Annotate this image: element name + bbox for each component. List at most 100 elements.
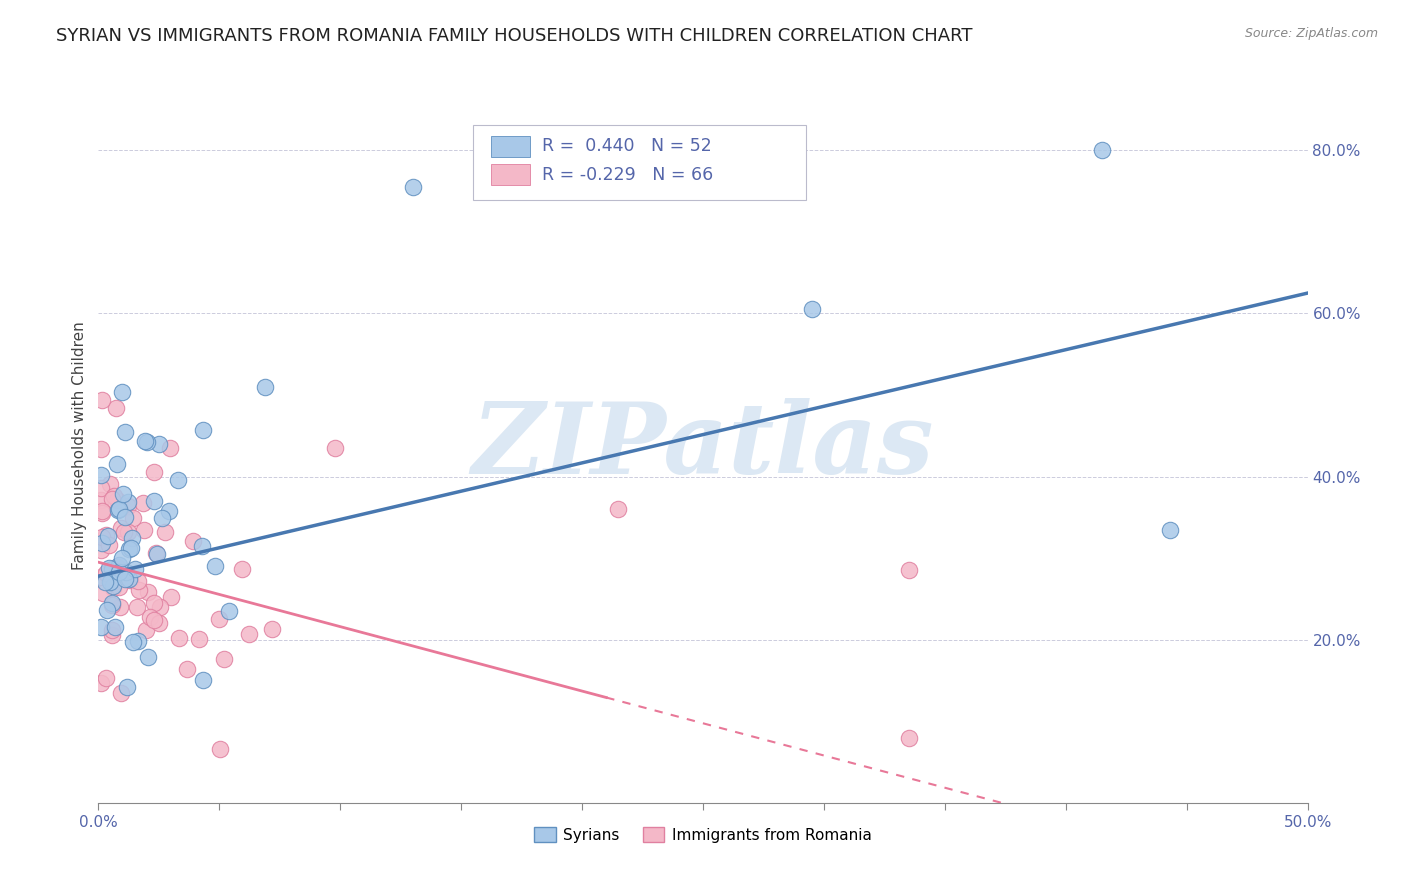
Point xyxy=(148,616,170,631)
Point xyxy=(231,562,253,576)
Point xyxy=(121,511,143,525)
Point xyxy=(114,425,136,440)
Point xyxy=(96,566,118,580)
Point xyxy=(93,574,115,589)
Point xyxy=(98,575,121,590)
Point xyxy=(135,435,157,450)
Point xyxy=(166,473,188,487)
Point xyxy=(110,551,132,566)
Point xyxy=(176,662,198,676)
Point xyxy=(90,481,112,495)
Point xyxy=(91,506,114,520)
Point xyxy=(142,494,165,508)
Point xyxy=(118,541,141,556)
Point xyxy=(111,384,134,399)
Point xyxy=(157,503,180,517)
Point xyxy=(105,493,128,508)
Point xyxy=(90,392,112,407)
Point xyxy=(91,530,114,544)
Point xyxy=(108,581,131,595)
Point xyxy=(262,623,284,637)
Point xyxy=(104,620,127,634)
Point xyxy=(800,302,823,317)
FancyBboxPatch shape xyxy=(474,125,806,200)
Point xyxy=(218,604,240,618)
Legend: Syrians, Immigrants from Romania: Syrians, Immigrants from Romania xyxy=(529,821,877,848)
Point xyxy=(93,586,115,600)
Point xyxy=(238,627,260,641)
Point xyxy=(90,543,112,558)
Point xyxy=(148,437,170,451)
Point xyxy=(111,487,134,501)
Point xyxy=(90,467,112,482)
Point xyxy=(108,558,131,572)
Point xyxy=(190,539,212,553)
Point xyxy=(181,534,204,549)
Point xyxy=(107,502,129,516)
Point xyxy=(101,567,124,582)
Point xyxy=(90,503,112,517)
Point xyxy=(132,524,155,538)
Point xyxy=(150,511,173,525)
Point xyxy=(101,581,124,595)
Point xyxy=(153,524,176,539)
Point xyxy=(117,524,139,539)
Point xyxy=(94,671,117,685)
Point xyxy=(146,547,169,561)
Point xyxy=(169,631,191,645)
Point xyxy=(98,476,121,491)
Point xyxy=(101,491,124,506)
Point xyxy=(90,442,112,457)
Point xyxy=(101,624,124,638)
Point xyxy=(139,609,162,624)
Point xyxy=(191,424,214,438)
Point xyxy=(897,731,920,745)
Point xyxy=(121,531,143,545)
Point xyxy=(208,612,231,626)
Point xyxy=(132,496,155,510)
Point xyxy=(122,634,145,648)
FancyBboxPatch shape xyxy=(492,164,530,186)
Point xyxy=(214,652,236,666)
Point xyxy=(101,562,124,576)
Text: Source: ZipAtlas.com: Source: ZipAtlas.com xyxy=(1244,27,1378,40)
Point xyxy=(128,583,150,598)
Point xyxy=(100,598,122,612)
Point xyxy=(127,634,149,648)
Point xyxy=(110,686,132,700)
Point xyxy=(105,560,128,574)
Point xyxy=(402,180,425,194)
Point xyxy=(142,596,165,610)
Point xyxy=(107,566,129,580)
Point xyxy=(1091,144,1114,158)
Point xyxy=(107,503,129,517)
Point xyxy=(897,563,920,577)
Point xyxy=(159,441,181,455)
Point xyxy=(96,603,118,617)
Point xyxy=(118,573,141,587)
Text: R = -0.229   N = 66: R = -0.229 N = 66 xyxy=(543,166,713,184)
Point xyxy=(135,623,157,637)
Point xyxy=(103,489,125,503)
Point xyxy=(110,521,132,535)
Point xyxy=(105,457,128,471)
Point xyxy=(159,590,181,604)
Point xyxy=(90,620,112,634)
Point xyxy=(115,680,138,694)
Text: R =  0.440   N = 52: R = 0.440 N = 52 xyxy=(543,137,711,155)
Point xyxy=(127,574,149,589)
Point xyxy=(136,650,159,665)
Point xyxy=(187,632,209,647)
Point xyxy=(94,527,117,541)
Point xyxy=(325,441,347,455)
Point xyxy=(117,495,139,509)
Point xyxy=(149,600,172,615)
Point xyxy=(115,566,138,580)
Point xyxy=(134,434,156,448)
Point xyxy=(90,676,112,690)
Point xyxy=(103,579,125,593)
Point xyxy=(124,562,146,576)
Point xyxy=(97,529,120,543)
Point xyxy=(125,599,148,614)
Point xyxy=(117,499,139,513)
